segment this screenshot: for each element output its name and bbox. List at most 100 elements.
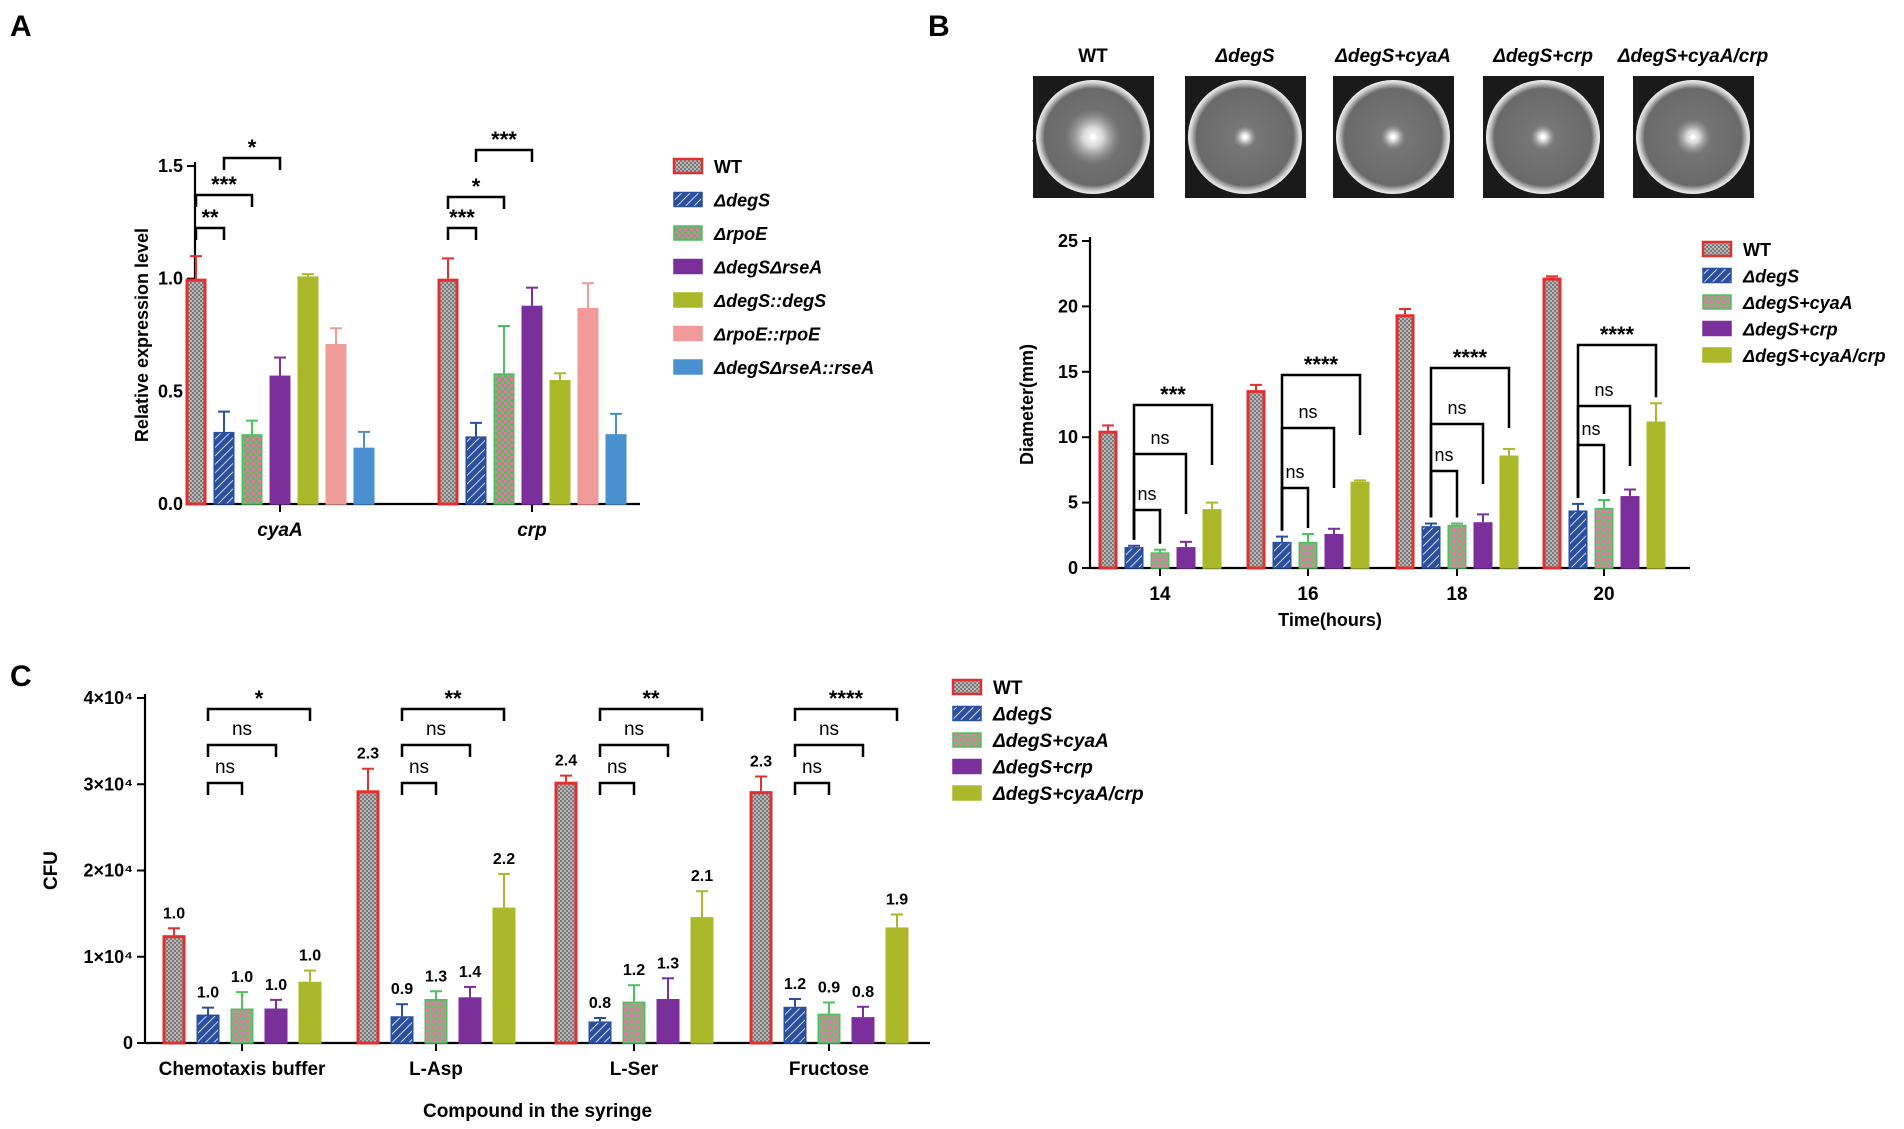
bar bbox=[390, 1016, 414, 1044]
data-label: 1.0 bbox=[299, 948, 321, 965]
bar bbox=[554, 781, 578, 1045]
significance-bracket bbox=[598, 743, 670, 757]
significance-bracket bbox=[598, 781, 636, 795]
bar bbox=[297, 276, 319, 505]
plate-label: WT bbox=[1078, 46, 1108, 67]
colony-spot bbox=[1390, 134, 1396, 140]
y-tick-label: 1×10⁴ bbox=[84, 947, 133, 967]
significance-label: ns bbox=[1285, 462, 1304, 482]
bar bbox=[465, 436, 487, 505]
data-label: 1.9 bbox=[886, 891, 908, 908]
bar bbox=[1646, 421, 1666, 569]
bar bbox=[185, 278, 207, 506]
legend-label: ΔdegS bbox=[713, 191, 770, 211]
x-tick-label: Chemotaxis buffer bbox=[159, 1059, 326, 1080]
data-label: 1.4 bbox=[459, 964, 481, 981]
bar bbox=[549, 380, 571, 505]
legend-label: WT bbox=[993, 678, 1023, 699]
significance-bracket bbox=[400, 707, 506, 721]
bar bbox=[622, 1001, 646, 1044]
bar bbox=[1124, 547, 1144, 569]
significance-label: ns bbox=[1137, 484, 1156, 504]
significance-bracket bbox=[1132, 403, 1214, 540]
bar bbox=[1473, 522, 1493, 569]
bar bbox=[656, 999, 680, 1044]
y-axis-label: Relative expression level bbox=[132, 228, 152, 442]
bar bbox=[1272, 541, 1292, 569]
x-tick-label: cyaA bbox=[257, 520, 302, 541]
bar bbox=[356, 790, 380, 1045]
x-tick-label: L-Ser bbox=[610, 1059, 659, 1080]
y-tick-label: 0.0 bbox=[158, 494, 183, 514]
significance-label: ns bbox=[1298, 402, 1317, 422]
significance-label: ns bbox=[1150, 428, 1169, 448]
significance-bracket bbox=[446, 226, 478, 240]
data-label: 2.3 bbox=[357, 746, 379, 763]
y-tick-label: 25 bbox=[1058, 231, 1078, 251]
significance-label: ** bbox=[201, 205, 219, 230]
legend-label: ΔdegS+cyaA/crp bbox=[992, 784, 1144, 805]
data-label: 1.0 bbox=[265, 977, 287, 994]
data-label: 1.0 bbox=[197, 985, 219, 1002]
significance-bracket bbox=[194, 193, 254, 207]
x-tick-label: crp bbox=[517, 520, 547, 541]
plate-label: ΔdegS+cyaA bbox=[1334, 46, 1451, 67]
data-label: 0.8 bbox=[852, 984, 874, 1001]
legend-label: ΔdegSΔrseA bbox=[713, 258, 822, 278]
legend-swatch bbox=[1702, 294, 1732, 310]
significance-label: ns bbox=[1434, 445, 1453, 465]
legend-swatch bbox=[952, 732, 982, 748]
significance-label: ns bbox=[409, 757, 429, 778]
data-label: 2.1 bbox=[691, 868, 713, 885]
legend-label: ΔdegS+crp bbox=[992, 758, 1093, 779]
bar bbox=[493, 373, 515, 505]
significance-label: * bbox=[472, 174, 481, 199]
legend-label: ΔdegS+crp bbox=[1742, 320, 1838, 340]
data-label: 1.3 bbox=[425, 968, 447, 985]
legend-swatch bbox=[952, 705, 982, 722]
bar bbox=[1421, 526, 1441, 569]
y-tick-label: 0 bbox=[1068, 558, 1078, 578]
x-tick-label: 16 bbox=[1297, 584, 1318, 605]
legend-swatch bbox=[673, 292, 703, 308]
legend-swatch bbox=[673, 191, 703, 208]
legend-swatch bbox=[673, 225, 703, 241]
panel-b-plate-images: 20hWTΔdegSΔdegS+cyaAΔdegS+crpΔdegS+cyaA/… bbox=[1032, 46, 1768, 198]
bar bbox=[1246, 390, 1266, 570]
bar bbox=[1324, 533, 1344, 569]
y-tick-label: 3×10⁴ bbox=[84, 774, 133, 794]
bar bbox=[577, 307, 599, 505]
bar bbox=[269, 375, 291, 505]
significance-label: *** bbox=[211, 172, 237, 197]
significance-label: ns bbox=[1447, 398, 1466, 418]
x-tick-label: L-Asp bbox=[409, 1059, 463, 1080]
bar bbox=[1150, 552, 1170, 569]
bar bbox=[353, 447, 375, 505]
panel-label-a: A bbox=[10, 10, 32, 43]
significance-bracket bbox=[194, 226, 226, 240]
x-axis-label: Compound in the syringe bbox=[423, 1101, 652, 1122]
legend-label: WT bbox=[1743, 240, 1771, 260]
y-axis-label: Diameter(mm) bbox=[1017, 344, 1037, 465]
bar bbox=[437, 278, 459, 506]
plate-label: ΔdegS+cyaA/crp bbox=[1617, 46, 1769, 67]
bar bbox=[783, 1006, 807, 1044]
legend-swatch bbox=[1702, 347, 1732, 363]
bar bbox=[424, 999, 448, 1044]
significance-bracket bbox=[1429, 366, 1511, 518]
plate-label: ΔdegS bbox=[1214, 46, 1275, 67]
bar bbox=[885, 927, 909, 1044]
colony-spot bbox=[1242, 134, 1248, 140]
legend-label: WT bbox=[714, 157, 742, 177]
bar bbox=[241, 434, 263, 505]
significance-bracket bbox=[222, 156, 282, 170]
legend-label: ΔdegS bbox=[992, 705, 1053, 726]
bar bbox=[1298, 541, 1318, 569]
significance-label: * bbox=[248, 135, 257, 160]
data-label: 0.8 bbox=[589, 995, 611, 1012]
significance-label: ** bbox=[642, 686, 660, 711]
significance-bracket bbox=[446, 195, 506, 209]
legend-swatch bbox=[1702, 320, 1732, 337]
legend-swatch bbox=[951, 678, 983, 696]
legend-label: ΔrpoE bbox=[713, 224, 768, 244]
